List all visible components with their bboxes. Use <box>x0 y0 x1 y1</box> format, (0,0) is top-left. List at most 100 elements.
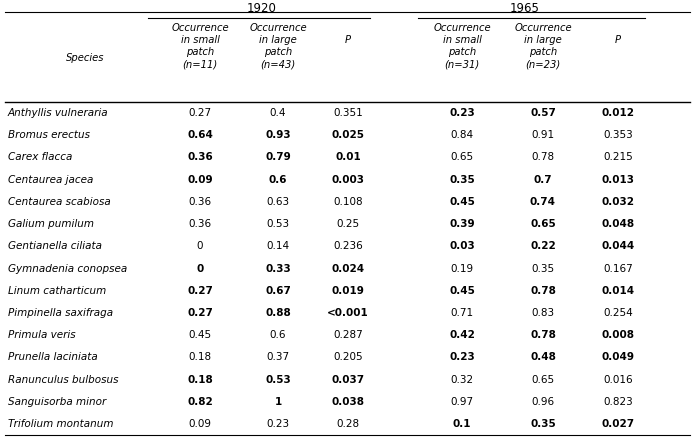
Text: 0.27: 0.27 <box>187 308 213 318</box>
Text: Gymnadenia conopsea: Gymnadenia conopsea <box>8 264 127 274</box>
Text: 0.45: 0.45 <box>188 330 211 340</box>
Text: 0.027: 0.027 <box>601 419 635 429</box>
Text: 0.008: 0.008 <box>601 330 635 340</box>
Text: 0.6: 0.6 <box>270 330 286 340</box>
Text: 0.65: 0.65 <box>530 219 556 229</box>
Text: Anthyllis vulneraria: Anthyllis vulneraria <box>8 108 108 118</box>
Text: in large: in large <box>524 35 562 45</box>
Text: 0.78: 0.78 <box>530 286 556 296</box>
Text: 0.33: 0.33 <box>265 264 291 274</box>
Text: <0.001: <0.001 <box>327 308 369 318</box>
Text: 0.205: 0.205 <box>333 352 363 362</box>
Text: 0.823: 0.823 <box>603 397 633 407</box>
Text: 0.108: 0.108 <box>333 197 363 207</box>
Text: Species: Species <box>66 53 104 63</box>
Text: 0.74: 0.74 <box>530 197 556 207</box>
Text: Occurrence: Occurrence <box>250 23 306 33</box>
Text: 0.83: 0.83 <box>532 308 555 318</box>
Text: 0.79: 0.79 <box>265 153 291 162</box>
Text: in large: in large <box>259 35 297 45</box>
Text: patch: patch <box>264 47 292 57</box>
Text: 0.88: 0.88 <box>265 308 291 318</box>
Text: Prunella laciniata: Prunella laciniata <box>8 352 98 362</box>
Text: 0.024: 0.024 <box>332 264 365 274</box>
Text: P: P <box>345 35 351 45</box>
Text: 1920: 1920 <box>247 3 277 15</box>
Text: 0.57: 0.57 <box>530 108 556 118</box>
Text: Centaurea scabiosa: Centaurea scabiosa <box>8 197 111 207</box>
Text: 0.36: 0.36 <box>188 219 211 229</box>
Text: 0.353: 0.353 <box>603 130 633 140</box>
Text: 0.78: 0.78 <box>532 153 555 162</box>
Text: Occurrence: Occurrence <box>514 23 572 33</box>
Text: 0.37: 0.37 <box>266 352 290 362</box>
Text: Galium pumilum: Galium pumilum <box>8 219 94 229</box>
Text: Carex flacca: Carex flacca <box>8 153 72 162</box>
Text: 0.64: 0.64 <box>187 130 213 140</box>
Text: patch: patch <box>529 47 557 57</box>
Text: 0.39: 0.39 <box>449 219 475 229</box>
Text: 0.09: 0.09 <box>188 419 211 429</box>
Text: 0.037: 0.037 <box>332 374 365 385</box>
Text: 0.48: 0.48 <box>530 352 556 362</box>
Text: 0.215: 0.215 <box>603 153 633 162</box>
Text: 0.35: 0.35 <box>532 264 555 274</box>
Text: 0.236: 0.236 <box>333 241 363 251</box>
Text: Bromus erectus: Bromus erectus <box>8 130 90 140</box>
Text: Gentianella ciliata: Gentianella ciliata <box>8 241 102 251</box>
Text: 0.167: 0.167 <box>603 264 633 274</box>
Text: 0.82: 0.82 <box>187 397 213 407</box>
Text: 0.19: 0.19 <box>450 264 473 274</box>
Text: 0.67: 0.67 <box>265 286 291 296</box>
Text: 0.36: 0.36 <box>188 197 211 207</box>
Text: 0.287: 0.287 <box>333 330 363 340</box>
Text: 0.14: 0.14 <box>266 241 290 251</box>
Text: 0.91: 0.91 <box>532 130 555 140</box>
Text: 0.42: 0.42 <box>449 330 475 340</box>
Text: 0.013: 0.013 <box>601 175 635 185</box>
Text: 1: 1 <box>275 397 281 407</box>
Text: in small: in small <box>181 35 220 45</box>
Text: 0.23: 0.23 <box>266 419 290 429</box>
Text: 0.71: 0.71 <box>450 308 473 318</box>
Text: 0.53: 0.53 <box>265 374 291 385</box>
Text: (n=31): (n=31) <box>444 59 480 69</box>
Text: 0.038: 0.038 <box>332 397 364 407</box>
Text: 0.6: 0.6 <box>269 175 287 185</box>
Text: 0.45: 0.45 <box>449 197 475 207</box>
Text: (n=23): (n=23) <box>525 59 561 69</box>
Text: Occurrence: Occurrence <box>171 23 229 33</box>
Text: 0.012: 0.012 <box>601 108 635 118</box>
Text: 0.23: 0.23 <box>449 108 475 118</box>
Text: 0.044: 0.044 <box>601 241 635 251</box>
Text: Centaurea jacea: Centaurea jacea <box>8 175 93 185</box>
Text: 0.4: 0.4 <box>270 108 286 118</box>
Text: 0.049: 0.049 <box>601 352 635 362</box>
Text: 0.7: 0.7 <box>534 175 553 185</box>
Text: 0.01: 0.01 <box>335 153 361 162</box>
Text: (n=43): (n=43) <box>261 59 295 69</box>
Text: 0.254: 0.254 <box>603 308 633 318</box>
Text: 0.23: 0.23 <box>449 352 475 362</box>
Text: 0.36: 0.36 <box>187 153 213 162</box>
Text: 0.03: 0.03 <box>449 241 475 251</box>
Text: 0.032: 0.032 <box>601 197 635 207</box>
Text: P: P <box>615 35 621 45</box>
Text: 0.65: 0.65 <box>450 153 473 162</box>
Text: 0.27: 0.27 <box>187 286 213 296</box>
Text: patch: patch <box>186 47 214 57</box>
Text: 0.1: 0.1 <box>452 419 471 429</box>
Text: 0.28: 0.28 <box>336 419 359 429</box>
Text: 0.65: 0.65 <box>532 374 555 385</box>
Text: 0.97: 0.97 <box>450 397 473 407</box>
Text: 0.84: 0.84 <box>450 130 473 140</box>
Text: 0.63: 0.63 <box>266 197 290 207</box>
Text: 0: 0 <box>197 241 203 251</box>
Text: 0.18: 0.18 <box>187 374 213 385</box>
Text: 0.96: 0.96 <box>532 397 555 407</box>
Text: Linum catharticum: Linum catharticum <box>8 286 106 296</box>
Text: 0.93: 0.93 <box>265 130 291 140</box>
Text: 0.22: 0.22 <box>530 241 556 251</box>
Text: 0.025: 0.025 <box>332 130 364 140</box>
Text: 0.27: 0.27 <box>188 108 211 118</box>
